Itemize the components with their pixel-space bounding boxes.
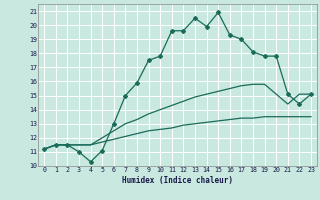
X-axis label: Humidex (Indice chaleur): Humidex (Indice chaleur) xyxy=(122,176,233,185)
